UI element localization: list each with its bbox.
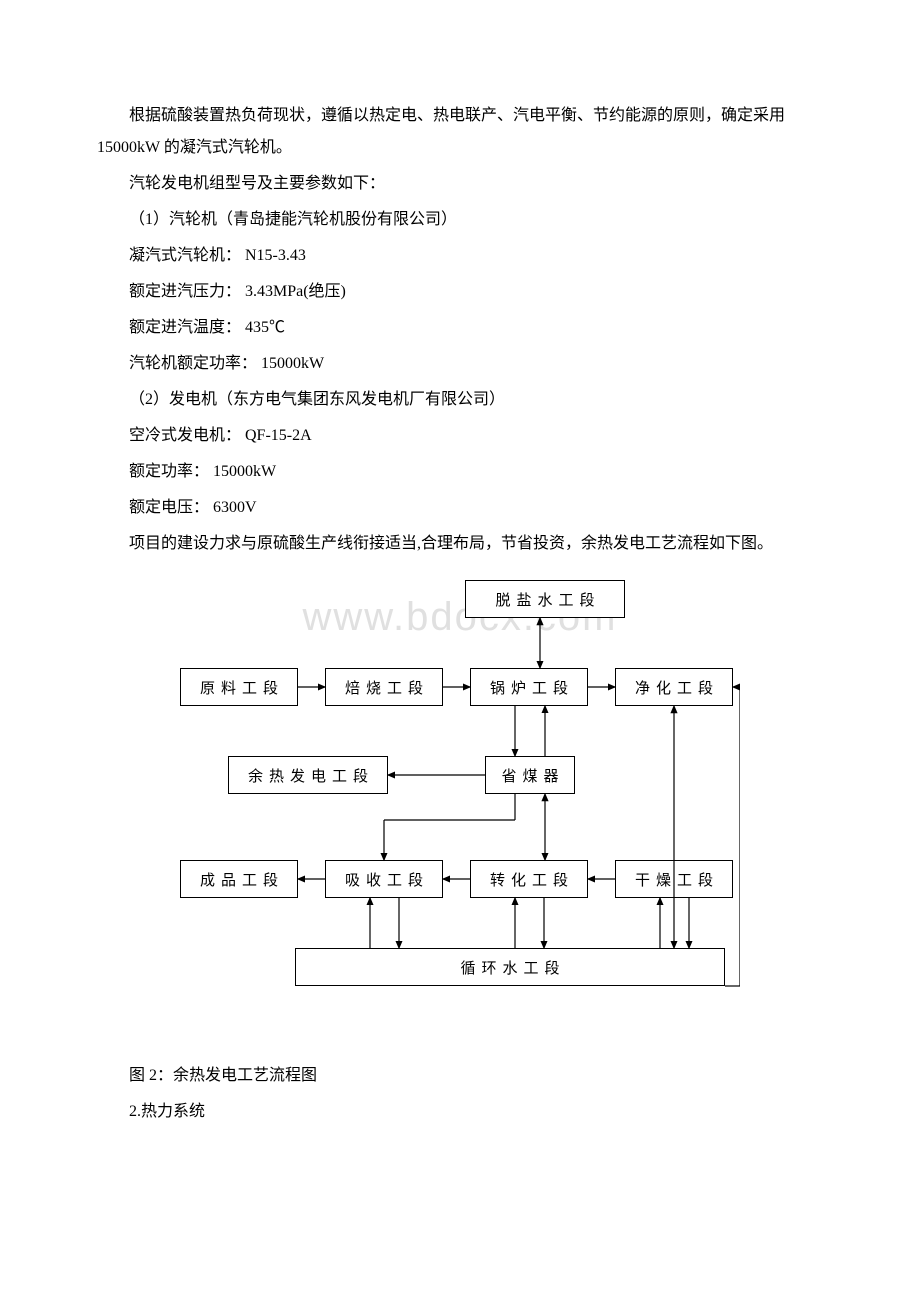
paragraph-turbine-pressure: 额定进汽压力： 3.43MPa(绝压) bbox=[97, 276, 823, 308]
section-heading: 2.热力系统 bbox=[97, 1096, 823, 1128]
paragraph-spec-header: 汽轮发电机组型号及主要参数如下： bbox=[97, 168, 823, 200]
node-purify: 净化工段 bbox=[615, 668, 733, 706]
paragraph-turbine-title: （1）汽轮机（青岛捷能汽轮机股份有限公司） bbox=[97, 204, 823, 236]
node-convert: 转化工段 bbox=[470, 860, 588, 898]
node-roast: 焙烧工段 bbox=[325, 668, 443, 706]
figure-caption: 图 2：余热发电工艺流程图 bbox=[97, 1060, 823, 1092]
paragraph-intro: 根据硫酸装置热负荷现状，遵循以热定电、热电联产、汽电平衡、节约能源的原则，确定采… bbox=[97, 100, 823, 164]
node-dry: 干燥工段 bbox=[615, 860, 733, 898]
node-wasteheat: 余热发电工段 bbox=[228, 756, 388, 794]
node-raw: 原料工段 bbox=[180, 668, 298, 706]
paragraph-turbine-temp: 额定进汽温度： 435℃ bbox=[97, 312, 823, 344]
node-circ: 循环水工段 bbox=[295, 948, 725, 986]
paragraph-generator-power: 额定功率： 15000kW bbox=[97, 456, 823, 488]
paragraph-turbine-model: 凝汽式汽轮机： N15-3.43 bbox=[97, 240, 823, 272]
paragraph-turbine-power: 汽轮机额定功率： 15000kW bbox=[97, 348, 823, 380]
process-flow-diagram: 脱盐水工段原料工段焙烧工段锅炉工段净化工段余热发电工段 省煤器成品工段吸收工段转化… bbox=[180, 570, 740, 1010]
paragraph-layout: 项目的建设力求与原硫酸生产线衔接适当,合理布局，节省投资，余热发电工艺流程如下图… bbox=[97, 528, 823, 560]
paragraph-generator-voltage: 额定电压： 6300V bbox=[97, 492, 823, 524]
paragraph-generator-model: 空冷式发电机： QF-15-2A bbox=[97, 420, 823, 452]
paragraph-generator-title: （2）发电机（东方电气集团东风发电机厂有限公司） bbox=[97, 384, 823, 416]
node-desalt: 脱盐水工段 bbox=[465, 580, 625, 618]
node-econ: 省煤器 bbox=[485, 756, 575, 794]
node-boiler: 锅炉工段 bbox=[470, 668, 588, 706]
node-product: 成品工段 bbox=[180, 860, 298, 898]
node-absorb: 吸收工段 bbox=[325, 860, 443, 898]
